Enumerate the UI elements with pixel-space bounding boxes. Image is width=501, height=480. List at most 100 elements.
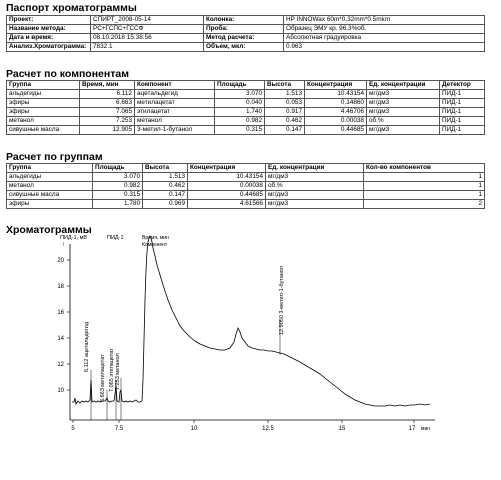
table-cell: 0.00038 bbox=[187, 181, 266, 191]
table-row: эфиры 6.663 метилацетат 0.040 0.053 0.14860 мг… bbox=[6, 98, 485, 108]
table-cell: об.% bbox=[265, 181, 364, 191]
table-cell: метанол bbox=[6, 181, 93, 191]
table-cell: 0.053 bbox=[264, 98, 305, 108]
table-cell: эфиры bbox=[6, 98, 80, 108]
column-header: Группа bbox=[6, 163, 93, 173]
column-header: Время, мин bbox=[79, 80, 135, 90]
table-cell: 0.040 bbox=[214, 98, 265, 108]
chromatogram-title: Хроматограммы bbox=[6, 224, 92, 236]
column-header: Ед. концентрации bbox=[366, 80, 440, 90]
peak-markers bbox=[90, 320, 281, 420]
x-tick-label: 12.5 bbox=[262, 426, 274, 432]
y-tick-label: 10 bbox=[57, 388, 64, 394]
table-cell: метанол bbox=[134, 116, 215, 126]
y-ticks: 20 18 16 14 12 10 bbox=[57, 258, 70, 394]
passport-row: Анализ.Хроматограмма: 7832.1 Объем, мкл: 0.… bbox=[6, 42, 485, 52]
table-cell: 10.43154 bbox=[187, 172, 266, 182]
table-cell: 1.513 bbox=[142, 172, 188, 182]
table-cell: 0.147 bbox=[142, 190, 188, 200]
chromatogram-plot: ПИД-1, мВ ↑ ПИД-1 Время, мин Компонент 2… bbox=[57, 235, 435, 432]
components-header-row: Группа Время, мин Компонент Площадь Высота Ко… bbox=[6, 80, 485, 90]
x-tick-label: 17 bbox=[409, 426, 416, 432]
peak-label: 6.663 метилацетат bbox=[100, 354, 106, 402]
passport-row: Дата и время: 08.10.2018 15:38:56 Метод ра… bbox=[6, 33, 485, 43]
table-cell: ПИД-1 bbox=[439, 98, 485, 108]
table-cell: сивушные масла bbox=[6, 125, 80, 135]
table-cell: 1.780 bbox=[92, 199, 143, 209]
passport-label: Метод расчета: bbox=[203, 33, 284, 43]
column-header: Концентрация bbox=[304, 80, 367, 90]
column-header: Кол-во компонентов bbox=[363, 163, 485, 173]
peak-label: 6.112 ацетальдегид bbox=[84, 321, 90, 372]
table-cell: метанол bbox=[6, 116, 80, 126]
table-cell: 0.982 bbox=[214, 116, 265, 126]
table-cell: 1 bbox=[363, 172, 485, 182]
legend-time-label: Время, мин bbox=[142, 235, 169, 241]
table-cell: эфиры bbox=[6, 107, 80, 117]
table-cell: 2 bbox=[363, 199, 485, 209]
table-cell: мг/дм3 bbox=[366, 89, 440, 99]
y-tick-label: 18 bbox=[57, 284, 64, 290]
passport-row: Проект: СПИРТ_2008-05-14 Колонка: HP INNOWa… bbox=[6, 15, 485, 25]
table-cell: 0.00038 bbox=[304, 116, 367, 126]
y-axis-label: ПИД-1, мВ bbox=[60, 235, 87, 241]
x-ticks: 5 7.5 10 12.5 15 17 мин bbox=[71, 420, 430, 432]
passport-label: Объем, мкл: bbox=[203, 42, 284, 52]
legend-component-label: Компонент bbox=[142, 242, 168, 248]
table-row: альдегиды 6.112 ацетальдегид 3.070 1.513 10.4… bbox=[6, 89, 485, 99]
peak-label: 7.253 метанол bbox=[115, 353, 121, 390]
components-title: Расчет по компонентам bbox=[6, 68, 129, 80]
table-cell: 3.070 bbox=[92, 172, 143, 182]
y-tick-label: 14 bbox=[57, 336, 64, 342]
x-tick-label: 7.5 bbox=[115, 426, 124, 432]
table-cell: 0.462 bbox=[264, 116, 305, 126]
table-cell: 12.905 bbox=[79, 125, 135, 135]
table-cell: 0.14860 bbox=[304, 98, 367, 108]
channel-label: ПИД-1 bbox=[107, 235, 124, 241]
table-cell: мг/дм3 bbox=[265, 199, 364, 209]
table-cell: альдегиды bbox=[6, 172, 93, 182]
chromatogram-trace bbox=[72, 235, 431, 407]
column-header: Площадь bbox=[92, 163, 143, 173]
passport-label: Дата и время: bbox=[6, 33, 91, 43]
table-cell: этилацетат bbox=[134, 107, 215, 117]
table-cell: 6.112 bbox=[79, 89, 135, 99]
passport-row: Название метода: РС+ГСПС+ГССФ Проба: Образе… bbox=[6, 24, 485, 34]
table-cell: 0.462 bbox=[142, 181, 188, 191]
column-header: Группа bbox=[6, 80, 80, 90]
components-table: Группа Время, мин Компонент Площадь Высота Ко… bbox=[6, 80, 485, 135]
table-cell: 1.513 bbox=[264, 89, 305, 99]
passport-value: СПИРТ_2008-05-14 bbox=[90, 15, 204, 25]
column-header: Компонент bbox=[134, 80, 215, 90]
table-cell: мг/дм3 bbox=[265, 190, 364, 200]
column-header: Концентрация bbox=[187, 163, 266, 173]
y-tick-label: 12 bbox=[57, 362, 64, 368]
passport-label: Проект: bbox=[6, 15, 91, 25]
table-row: эфиры 1.780 0.969 4.61566 мг/дм3 2 bbox=[6, 199, 485, 209]
table-cell: 6.663 bbox=[79, 98, 135, 108]
groups-header-row: Группа Площадь Высота Концентрация Ед. конце… bbox=[6, 163, 485, 173]
table-row: эфиры 7.065 этилацетат 1.740 0.917 4.46706 мг/… bbox=[6, 107, 485, 117]
table-cell: ПИД-1 bbox=[439, 116, 485, 126]
table-cell: 1 bbox=[363, 190, 485, 200]
table-cell: ПИД-1 bbox=[439, 107, 485, 117]
table-cell: об.% bbox=[366, 116, 440, 126]
x-unit-label: мин bbox=[421, 426, 430, 432]
table-cell: 0.917 bbox=[264, 107, 305, 117]
table-row: метанол 0.982 0.462 0.00038 об.% 1 bbox=[6, 181, 485, 191]
table-cell: мг/дм3 bbox=[366, 107, 440, 117]
table-cell: метилацетат bbox=[134, 98, 215, 108]
passport-label: Колонка: bbox=[203, 15, 284, 25]
x-tick-label: 10 bbox=[191, 426, 198, 432]
passport-label: Анализ.Хроматограмма: bbox=[6, 42, 91, 52]
passport-title: Паспорт хроматограммы bbox=[6, 2, 137, 14]
table-cell: мг/дм3 bbox=[366, 98, 440, 108]
table-cell: 0.982 bbox=[92, 181, 143, 191]
table-cell: 0.44685 bbox=[187, 190, 266, 200]
table-cell: 1 bbox=[363, 181, 485, 191]
passport-label: Проба: bbox=[203, 24, 284, 34]
column-header: Высота bbox=[264, 80, 305, 90]
passport-value: РС+ГСПС+ГССФ bbox=[90, 24, 204, 34]
groups-table: Группа Площадь Высота Концентрация Ед. конце… bbox=[6, 163, 485, 209]
table-cell: 3.070 bbox=[214, 89, 265, 99]
